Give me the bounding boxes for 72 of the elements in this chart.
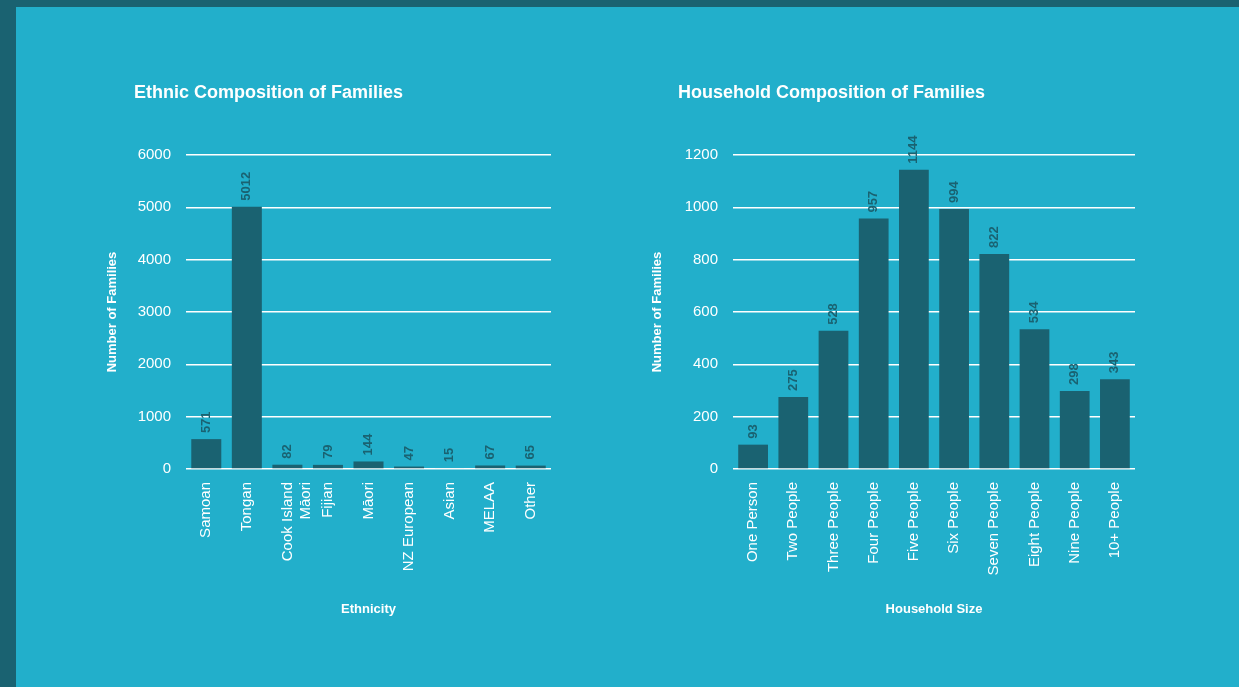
x-tick-label: Other [520,482,538,520]
bar [979,253,1010,469]
data-label: 994 [945,180,961,203]
bar [475,465,506,469]
x-tick-label: Eight People [1024,482,1042,568]
y-tick-label: 800 [692,249,718,267]
x-tick-label: Asian [439,482,457,520]
y-tick-label: 5000 [137,197,171,215]
x-tick-label: Three People [823,482,841,573]
x-tick-label: Seven People [984,482,1002,576]
chart-title: Household Composition of Families [678,81,986,103]
bar [231,206,262,469]
data-label: 15 [441,447,457,463]
data-label: 79 [319,444,335,459]
bar [1100,379,1130,469]
bar [939,208,969,469]
bar [899,169,929,469]
data-label: 957 [865,190,881,213]
x-tick-label: One Person [743,482,761,563]
data-label: 67 [481,445,497,460]
chart-title: Ethnic Composition of Families [134,81,404,103]
bar [191,439,222,469]
y-tick-label: 1000 [684,197,718,215]
data-label: 65 [522,445,538,460]
data-label: 1144 [905,134,921,164]
x-tick-label: MELAA [480,482,498,533]
data-label: 5012 [238,171,254,201]
y-tick-label: 3000 [137,302,171,320]
y-tick-label: 6000 [137,145,171,163]
x-tick-label: Māori [358,482,376,520]
y-tick-label: 400 [692,354,718,372]
x-tick-label: Four People [863,482,881,564]
x-tick-label: Samoan [196,482,214,538]
x-tick-label: Five People [904,482,922,562]
y-tick-label: 1200 [684,145,718,163]
bar [353,461,384,469]
data-label: 47 [400,446,416,461]
y-tick-label: 0 [162,459,171,477]
bar [818,330,849,469]
data-label: 82 [278,444,294,459]
x-tick-label: 10+ People [1105,482,1123,559]
data-label: 93 [744,424,760,439]
x-tick-label: Cook Island Māori [277,482,313,562]
y-tick-label: 2000 [137,354,171,372]
y-tick-label: 200 [692,406,718,424]
y-tick-label: 0 [709,459,718,477]
data-label: 528 [825,303,841,325]
bar [738,444,768,469]
bar [1019,329,1050,469]
data-label: 298 [1066,363,1082,386]
data-label: 571 [197,411,213,434]
x-tick-label: Nine People [1064,482,1082,564]
data-label: 144 [360,433,376,456]
data-label: 275 [784,369,800,392]
y-tick-label: 1000 [137,406,171,424]
x-axis-title: Ethnicity [341,600,397,616]
data-label: 343 [1106,351,1122,374]
y-tick-label: 600 [692,302,718,320]
x-tick-label: NZ European [399,482,417,572]
bar [858,218,889,469]
y-axis-title: Number of Families [104,251,120,373]
y-tick-label: 4000 [137,249,171,267]
y-axis-title: Number of Families [649,251,665,373]
x-axis-title: Household Size [885,600,983,616]
data-label: 822 [985,226,1001,248]
x-tick-label: Two People [783,482,801,561]
bar [778,397,809,469]
x-tick-label: Fijian [318,482,336,518]
x-tick-label: Tongan [236,482,254,532]
bar [1059,391,1090,469]
data-label: 534 [1026,300,1042,324]
x-tick-label: Six People [944,482,962,554]
